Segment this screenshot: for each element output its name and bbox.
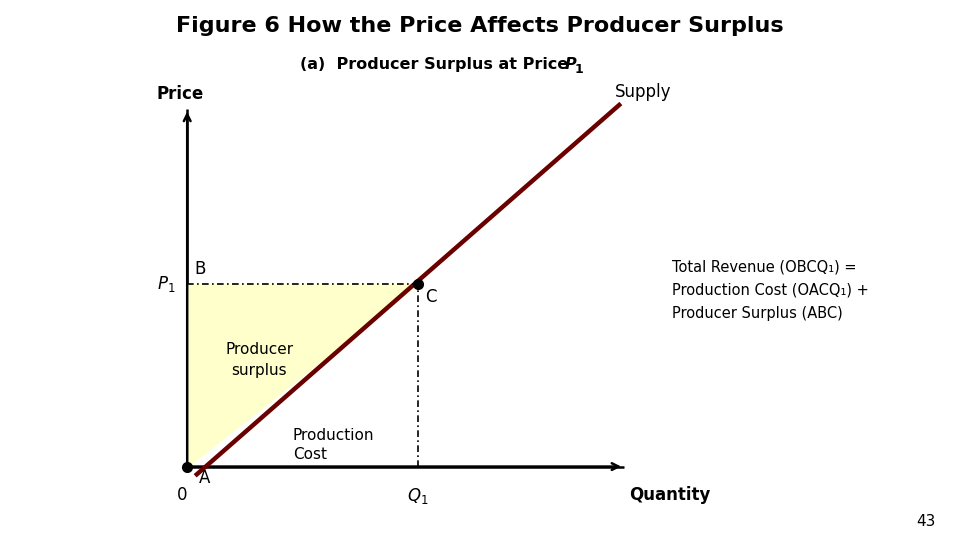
Text: $\mathit{P}_1$: $\mathit{P}_1$ — [156, 274, 176, 294]
Text: 1: 1 — [574, 63, 583, 76]
Text: Producer
surplus: Producer surplus — [226, 342, 293, 377]
Text: $Q_1$: $Q_1$ — [407, 486, 428, 506]
Text: Price: Price — [156, 85, 204, 103]
Text: 0: 0 — [178, 486, 187, 504]
Text: (a)  Producer Surplus at Price: (a) Producer Surplus at Price — [300, 57, 574, 72]
Text: Quantity: Quantity — [629, 486, 710, 504]
Text: C: C — [425, 288, 436, 306]
Text: A: A — [200, 469, 210, 487]
Text: B: B — [195, 260, 205, 278]
Text: 43: 43 — [917, 514, 936, 529]
Polygon shape — [187, 284, 418, 467]
Text: Total Revenue (OBCQ₁) =
Production Cost (OACQ₁) +
Producer Surplus (ABC): Total Revenue (OBCQ₁) = Production Cost … — [672, 259, 869, 321]
Text: Production
Cost: Production Cost — [293, 428, 374, 462]
Text: Figure 6 How the Price Affects Producer Surplus: Figure 6 How the Price Affects Producer … — [177, 16, 783, 36]
Text: P: P — [564, 57, 576, 72]
Text: Supply: Supply — [614, 83, 671, 101]
